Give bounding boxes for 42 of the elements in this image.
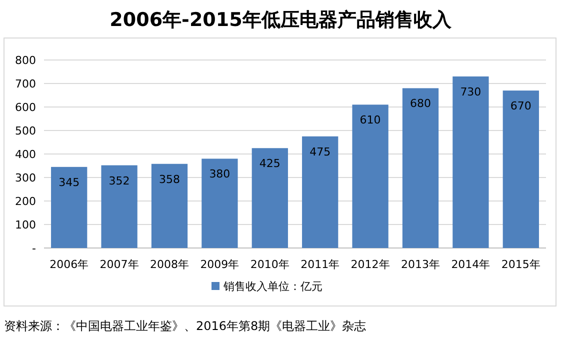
bar	[402, 88, 439, 248]
y-tick-label: 400	[15, 148, 36, 161]
bar	[202, 158, 238, 248]
y-tick-label: 500	[15, 124, 36, 138]
bar	[101, 165, 138, 248]
y-tick-label: 600	[15, 101, 36, 114]
legend-label: 销售收入单位：亿元	[222, 280, 322, 293]
data-label: 610	[360, 114, 381, 127]
x-tick-label: 2015年	[501, 258, 540, 271]
bar	[352, 104, 388, 248]
x-tick-label: 2010年	[250, 258, 290, 271]
data-label: 680	[410, 97, 431, 110]
data-label: 345	[58, 176, 80, 189]
y-tick-label: 200	[15, 195, 36, 208]
x-tick-label: 2006年	[50, 258, 89, 271]
data-label: 380	[209, 168, 230, 181]
x-tick-label: 2014年	[451, 258, 490, 271]
bar	[252, 148, 288, 248]
text: 资料来源：《中国电器工业年鉴》、2016年第8期《电器工业》杂志	[4, 319, 366, 333]
x-tick-label: 2009年	[200, 258, 240, 271]
bar	[502, 90, 539, 248]
data-label: 358	[159, 172, 180, 186]
data-label: 670	[510, 100, 532, 113]
x-tick-label: 2008年	[150, 258, 189, 271]
x-tick-label: 2013年	[401, 258, 440, 271]
bar	[302, 136, 338, 248]
bar	[151, 164, 188, 248]
chart-title: 2006年-2015年低压电器产品销售收入	[110, 9, 452, 31]
y-tick-label: 700	[15, 78, 36, 90]
data-label: 730	[460, 85, 482, 98]
x-tick-label: 2007年	[100, 258, 139, 271]
y-tick-label: -	[32, 242, 36, 255]
x-tick-label: 2012年	[350, 258, 390, 271]
y-tick-label: 100	[15, 218, 36, 232]
data-label: 425	[259, 157, 280, 170]
data-label: 475	[310, 145, 331, 158]
data-label: 352	[108, 174, 130, 188]
bar	[452, 76, 489, 248]
y-tick-label: 800	[15, 54, 36, 67]
y-tick-label: 300	[15, 172, 36, 184]
bar	[51, 166, 88, 248]
x-tick-label: 2011年	[300, 258, 340, 271]
